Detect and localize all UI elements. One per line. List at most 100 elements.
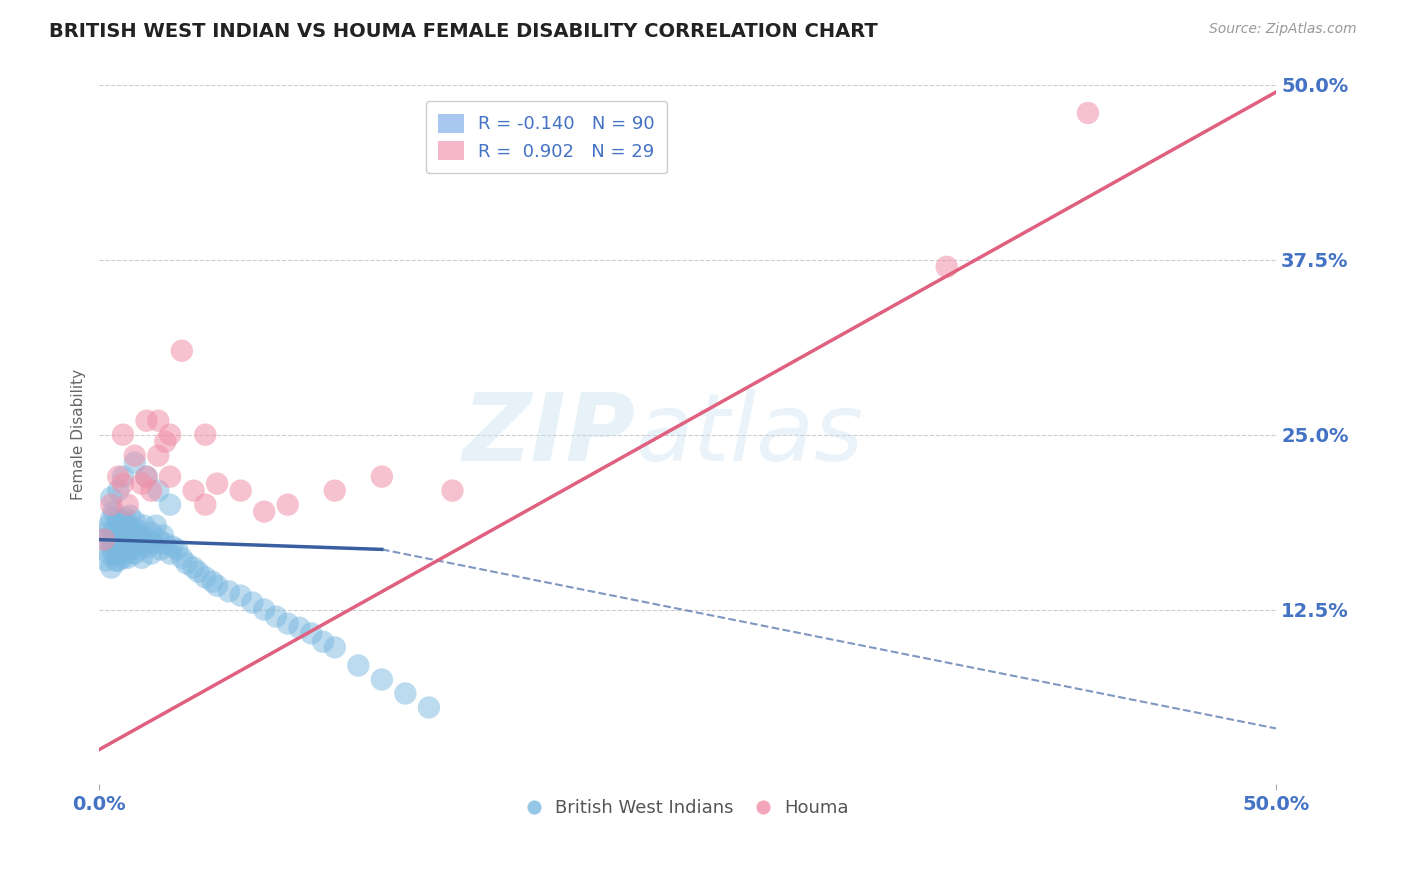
Point [107, 553, 129, 567]
Point [141, 547, 163, 561]
Point [183, 560, 205, 574]
Point [148, 533, 170, 547]
Point [229, 483, 252, 498]
Point [124, 456, 146, 470]
Point [1077, 106, 1099, 120]
Point [152, 528, 174, 542]
Point [93, 533, 115, 547]
Point [323, 640, 346, 655]
Point [131, 550, 153, 565]
Point [111, 525, 134, 540]
Point [205, 579, 228, 593]
Point [394, 686, 416, 700]
Point [134, 518, 156, 533]
Point [111, 469, 134, 483]
Point [107, 547, 129, 561]
Point [110, 528, 132, 542]
Point [121, 523, 143, 537]
Point [104, 533, 127, 547]
Point [155, 537, 177, 551]
Point [117, 550, 139, 565]
Point [347, 658, 370, 673]
Point [253, 602, 276, 616]
Point [135, 414, 157, 428]
Point [418, 700, 440, 714]
Point [253, 505, 276, 519]
Point [371, 673, 394, 687]
Point [111, 427, 134, 442]
Point [110, 518, 132, 533]
Point [100, 560, 122, 574]
Point [299, 626, 322, 640]
Point [124, 515, 146, 529]
Point [111, 540, 134, 554]
Point [103, 547, 125, 561]
Point [127, 523, 149, 537]
Point [312, 634, 335, 648]
Point [128, 533, 150, 547]
Text: BRITISH WEST INDIAN VS HOUMA FEMALE DISABILITY CORRELATION CHART: BRITISH WEST INDIAN VS HOUMA FEMALE DISA… [49, 22, 877, 41]
Point [127, 537, 149, 551]
Point [183, 483, 205, 498]
Point [159, 427, 181, 442]
Point [159, 547, 181, 561]
Point [103, 505, 125, 519]
Point [114, 533, 136, 547]
Point [131, 528, 153, 542]
Point [201, 574, 224, 589]
Point [100, 511, 122, 525]
Point [111, 550, 134, 565]
Point [187, 565, 209, 579]
Point [170, 550, 193, 565]
Point [205, 476, 228, 491]
Point [135, 469, 157, 483]
Point [96, 525, 118, 540]
Point [323, 483, 346, 498]
Point [100, 533, 122, 547]
Point [118, 508, 141, 523]
Point [100, 491, 122, 505]
Point [117, 528, 139, 542]
Point [131, 476, 153, 491]
Point [110, 542, 132, 557]
Point [107, 533, 129, 547]
Point [371, 469, 394, 483]
Point [97, 518, 120, 533]
Point [229, 589, 252, 603]
Point [118, 533, 141, 547]
Point [114, 547, 136, 561]
Point [107, 511, 129, 525]
Point [141, 525, 163, 540]
Point [242, 596, 264, 610]
Point [148, 414, 170, 428]
Point [142, 537, 165, 551]
Text: ZIP: ZIP [463, 389, 636, 481]
Point [104, 553, 127, 567]
Point [170, 343, 193, 358]
Point [128, 542, 150, 557]
Point [194, 498, 217, 512]
Point [97, 547, 120, 561]
Point [145, 518, 167, 533]
Point [114, 511, 136, 525]
Y-axis label: Female Disability: Female Disability [72, 369, 86, 500]
Point [159, 469, 181, 483]
Point [149, 542, 172, 557]
Point [111, 476, 134, 491]
Point [288, 621, 311, 635]
Point [155, 434, 177, 449]
Point [117, 518, 139, 533]
Point [100, 498, 122, 512]
Point [194, 570, 217, 584]
Point [141, 483, 163, 498]
Point [121, 540, 143, 554]
Point [935, 260, 957, 274]
Point [104, 540, 127, 554]
Point [103, 525, 125, 540]
Point [107, 469, 129, 483]
Point [124, 449, 146, 463]
Text: atlas: atlas [636, 389, 863, 480]
Text: Source: ZipAtlas.com: Source: ZipAtlas.com [1209, 22, 1357, 37]
Point [93, 533, 115, 547]
Point [104, 518, 127, 533]
